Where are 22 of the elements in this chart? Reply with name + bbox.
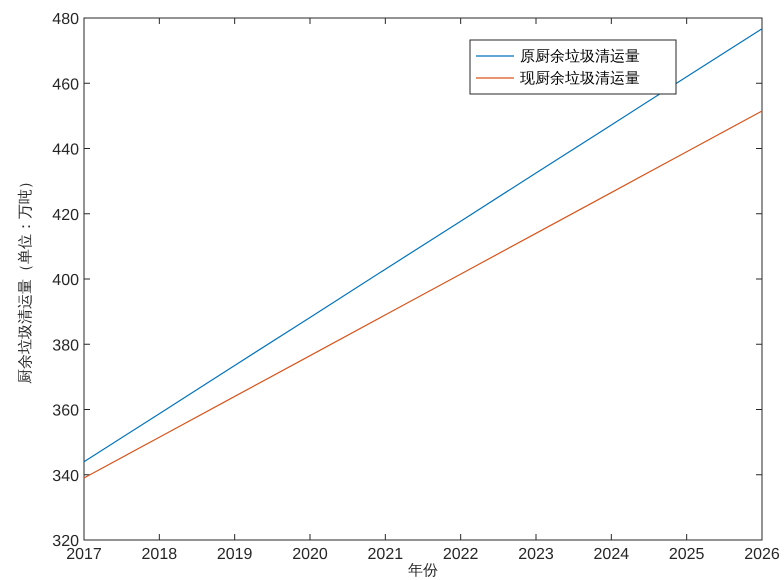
x-tick-label: 2024 xyxy=(594,546,630,563)
x-tick-label: 2025 xyxy=(668,546,705,563)
x-tick-label: 2019 xyxy=(216,546,253,563)
x-tick-label: 2017 xyxy=(66,546,102,563)
y-tick-label: 340 xyxy=(52,468,80,485)
x-tick-label: 2020 xyxy=(292,546,328,563)
x-tick-label: 2021 xyxy=(368,546,404,563)
x-axis-title: 年份 xyxy=(408,561,438,579)
x-tick-label: 2023 xyxy=(518,546,554,563)
y-tick-label: 460 xyxy=(52,76,80,94)
y-tick-label: 420 xyxy=(52,206,80,224)
y-axis-title: 厨余垃圾清运量（单位：万吨） xyxy=(16,174,34,384)
y-tick-label: 400 xyxy=(52,272,80,289)
y-tick-label: 440 xyxy=(52,142,80,158)
x-tick-label: 2022 xyxy=(442,546,479,563)
y-tick-label: 380 xyxy=(52,337,80,354)
y-tick-label: 480 xyxy=(52,11,80,28)
y-tick-label: 360 xyxy=(52,402,80,420)
legend-label: 现厨余垃圾清运量 xyxy=(520,69,640,87)
x-tick-label: 2018 xyxy=(142,546,178,563)
x-tick-label: 2026 xyxy=(744,546,780,563)
legend-label: 原厨余垃圾清运量 xyxy=(520,47,640,65)
